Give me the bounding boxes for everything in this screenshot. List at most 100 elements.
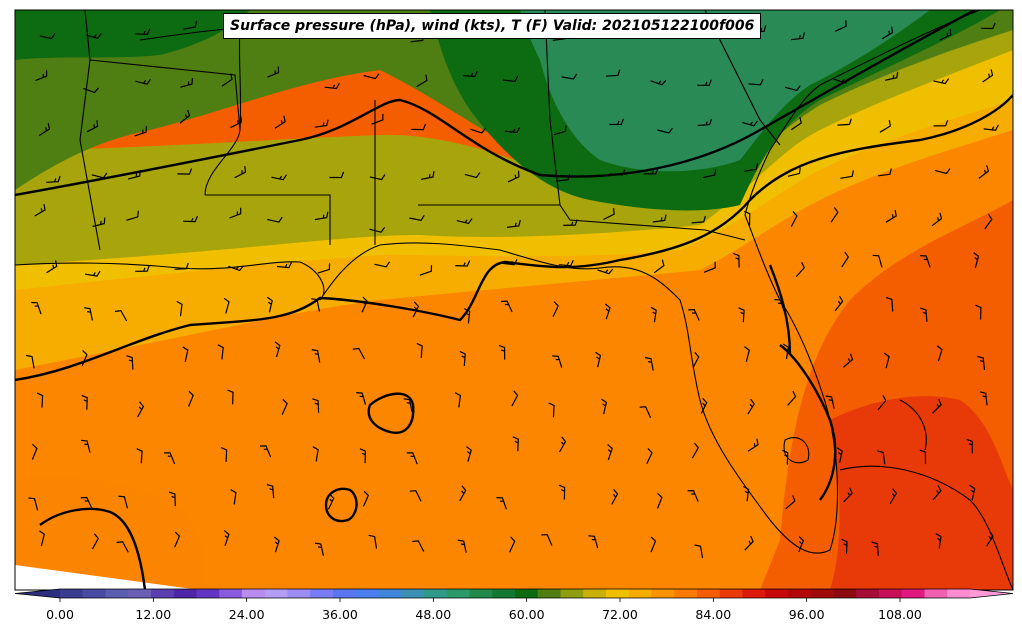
wind-barb: [511, 390, 519, 407]
wind-barb: [980, 22, 996, 30]
wind-barb: [747, 398, 755, 415]
wind-barb: [135, 28, 151, 36]
wind-barb: [588, 535, 599, 549]
colorbar-segment: [810, 589, 835, 598]
wind-barb: [412, 301, 420, 318]
wind-barb: [512, 436, 519, 452]
colorbar-segment: [424, 589, 448, 598]
wind-barb: [459, 350, 466, 367]
wind-barb: [371, 113, 384, 125]
wind-barb: [409, 490, 422, 502]
wind-barb: [462, 70, 478, 78]
wind-barb: [656, 492, 663, 509]
wind-barb: [742, 120, 758, 127]
wind-barb: [454, 392, 462, 408]
wind-barb: [691, 215, 706, 224]
wind-barb: [180, 78, 194, 88]
wind-barb: [81, 394, 88, 410]
wind-barb: [871, 541, 879, 556]
wind-barb: [872, 254, 883, 268]
wind-barb: [456, 218, 473, 225]
colorbar-segment: [469, 589, 493, 598]
temp-band-green-nw: [15, 10, 250, 60]
wind-barb: [931, 212, 943, 227]
wind-barb: [80, 496, 93, 509]
wind-barb: [607, 444, 613, 461]
isobar-low-2: [324, 487, 358, 523]
colorbar-segment: [378, 589, 402, 598]
colorbar-segment: [355, 589, 380, 598]
colorbar-segment: [401, 589, 425, 598]
wind-barb: [920, 255, 931, 268]
wind-barb: [411, 123, 427, 131]
wind-barb: [230, 489, 237, 505]
wind-barb: [795, 262, 806, 277]
wind-barb: [609, 118, 624, 126]
wind-barb: [744, 163, 759, 172]
wind-barb: [274, 536, 280, 553]
colorbar-segment: [219, 589, 243, 598]
temp-band-orange-sw: [15, 476, 207, 590]
wind-barb: [982, 69, 994, 83]
wind-barb: [691, 442, 700, 459]
wind-barb: [135, 265, 150, 272]
wind-barb: [646, 448, 653, 464]
wind-barb: [932, 398, 942, 414]
wind-barb: [652, 214, 667, 223]
state-border-3: [205, 194, 331, 245]
wind-barb: [406, 452, 418, 465]
wind-barb: [694, 544, 704, 559]
wind-barb: [470, 127, 487, 134]
wind-barb: [85, 270, 101, 277]
wind-barb: [644, 357, 654, 371]
colorbar-segment: [560, 589, 584, 598]
wind-barb: [83, 87, 99, 94]
colorbar-tick-label: 48.00: [415, 607, 452, 622]
wind-barb: [126, 210, 139, 221]
wind-barb: [312, 398, 320, 413]
wind-barb: [639, 406, 652, 418]
colorbar-segment: [583, 589, 607, 598]
wind-barb: [556, 173, 571, 182]
wind-barb: [836, 447, 843, 463]
colorbar-segment: [628, 589, 653, 598]
wind-barb: [650, 536, 657, 553]
wind-barb: [455, 260, 471, 267]
wind-barb: [35, 70, 48, 82]
wind-barb: [977, 355, 986, 370]
colorbar-segment: [742, 589, 766, 598]
wind-barb: [361, 296, 368, 313]
wind-barb: [314, 211, 329, 221]
wind-barb: [274, 115, 286, 129]
wind-barb: [877, 395, 887, 411]
colorbar-segment: [287, 589, 311, 598]
wind-barb: [782, 449, 789, 465]
wind-barb: [416, 342, 423, 359]
wind-barb: [183, 20, 198, 30]
temp-band-warm-orange: [15, 40, 1013, 370]
colorbar-under-triangle: [15, 589, 60, 598]
wind-barb: [733, 252, 740, 268]
wind-barb: [416, 74, 428, 88]
colorbar-segment: [82, 589, 107, 598]
wind-barb: [266, 483, 275, 499]
wind-barb: [46, 260, 58, 274]
colorbar-segment: [651, 589, 675, 598]
wind-barb: [217, 344, 224, 360]
isobar-2: [15, 94, 1013, 382]
wind-barb: [176, 300, 183, 317]
lake-okeechobee: [783, 437, 810, 464]
wind-barb: [327, 493, 335, 510]
wind-barb: [274, 341, 281, 358]
wind-barb: [409, 214, 425, 221]
temp-band-teal: [520, 10, 930, 172]
wind-barb: [984, 213, 993, 230]
wind-barb: [314, 542, 324, 556]
wind-barb: [697, 118, 713, 127]
wind-barb: [969, 484, 976, 501]
wind-barb: [877, 450, 886, 465]
wind-barb: [412, 540, 425, 552]
wind-barb: [833, 78, 850, 84]
wind-barb: [223, 297, 230, 314]
wind-barb: [164, 452, 176, 465]
